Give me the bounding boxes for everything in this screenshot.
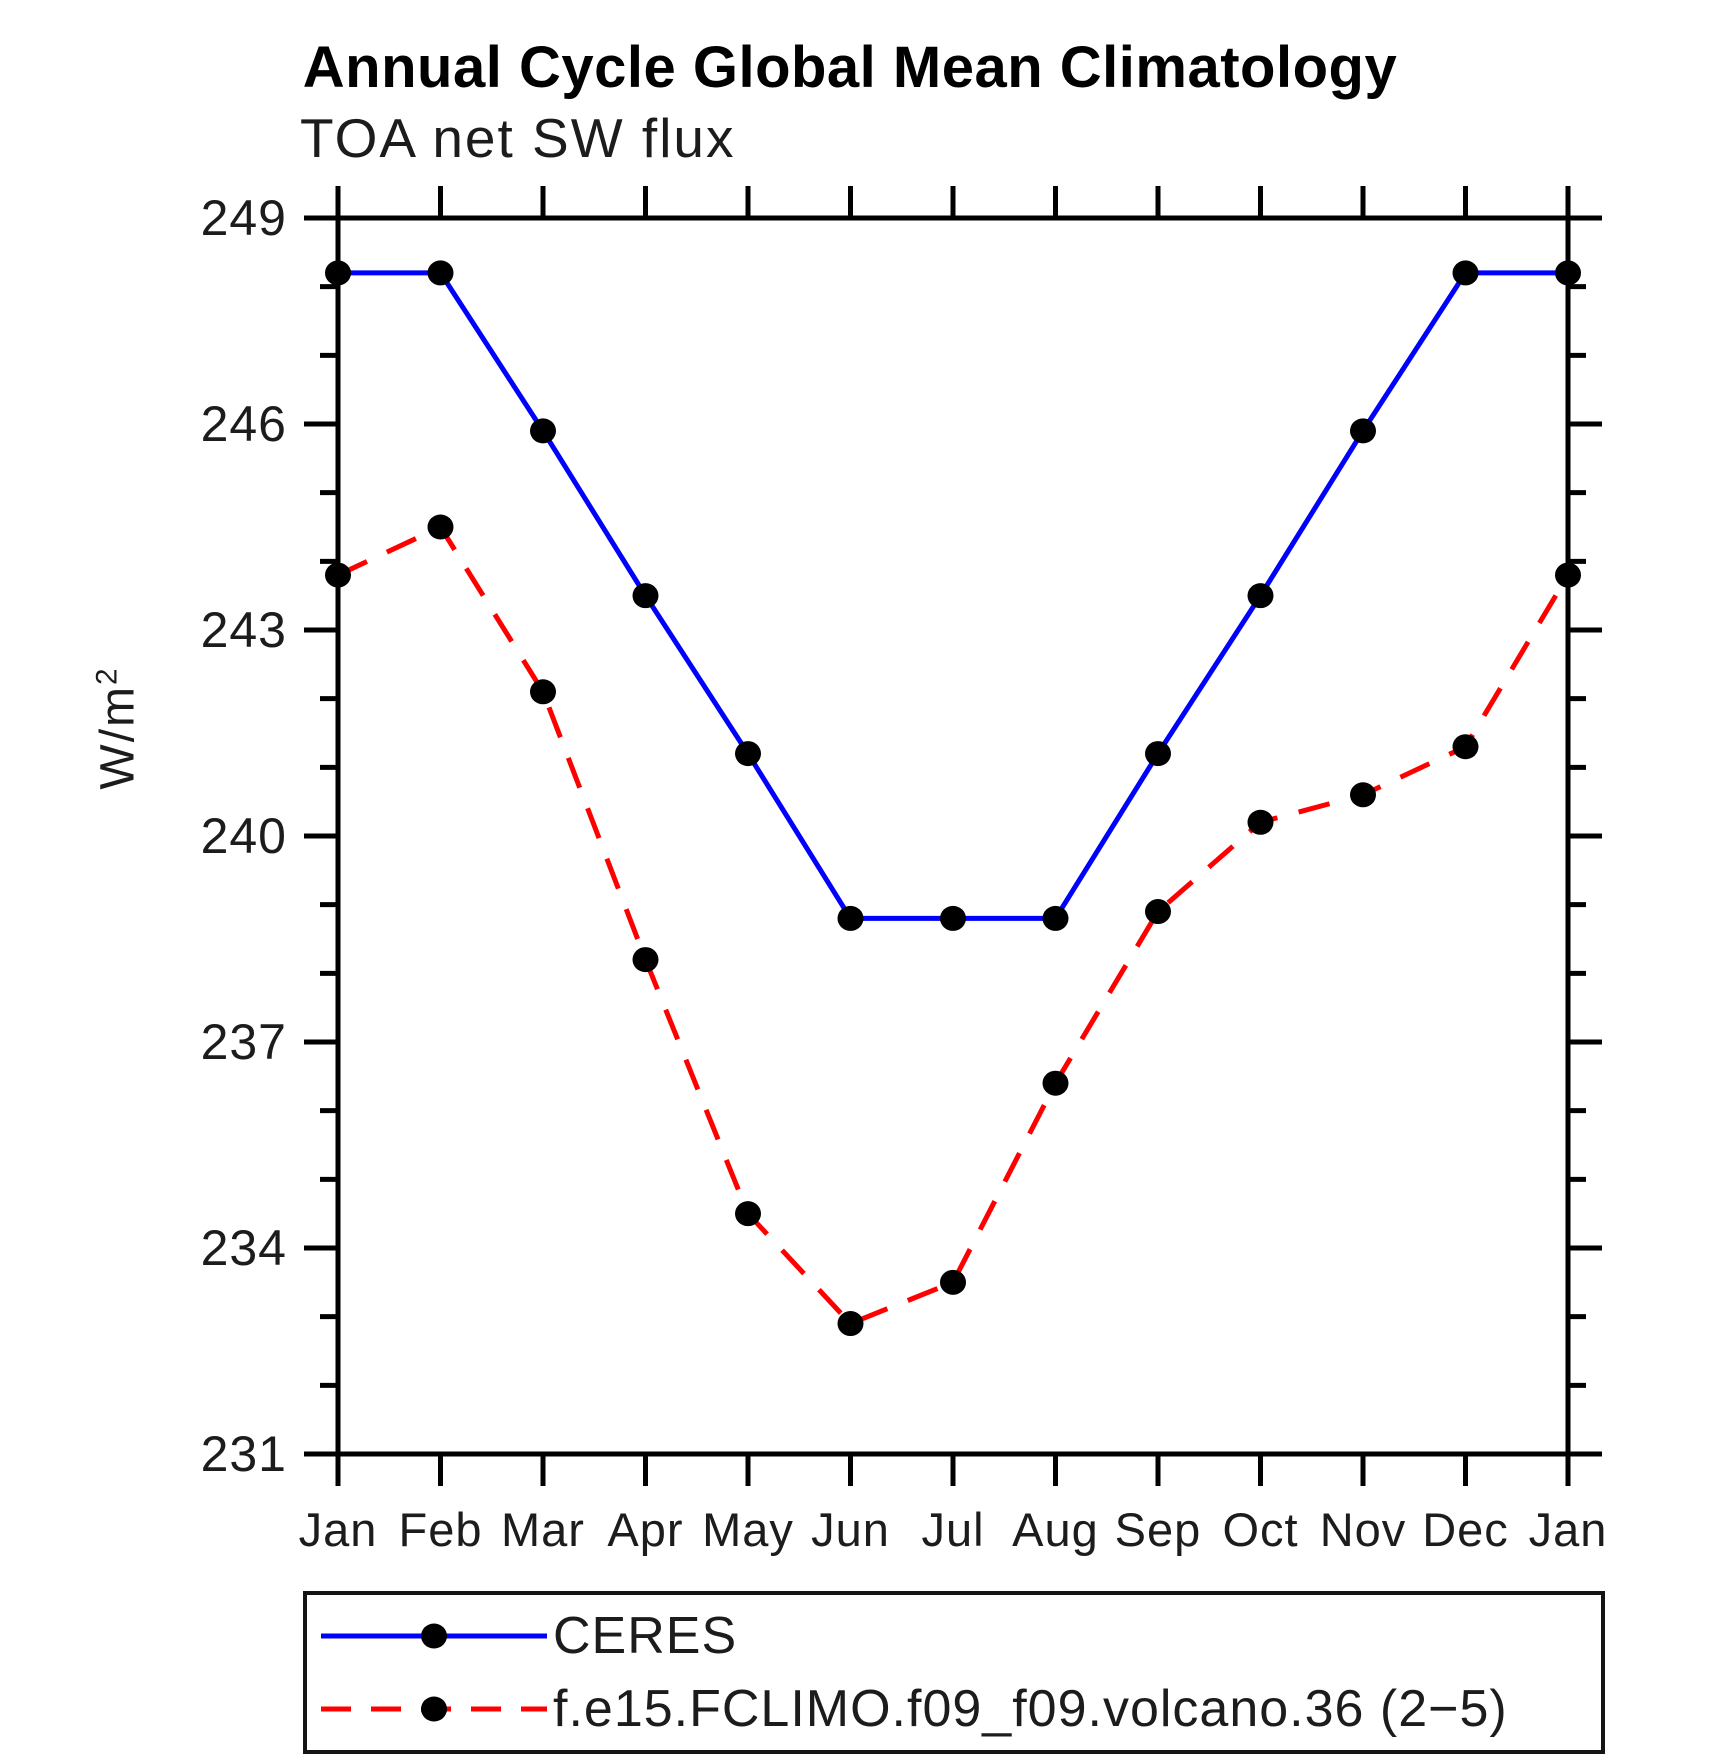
legend-label-model: f.e15.FCLIMO.f09_f09.volcano.36 (2−5) bbox=[553, 1679, 1508, 1738]
data-point-marker bbox=[1247, 809, 1274, 835]
x-tick-label: Sep bbox=[1115, 1503, 1202, 1556]
legend-item-model: f.e15.FCLIMO.f09_f09.volcano.36 (2−5) bbox=[319, 1678, 1601, 1740]
legend-item-ceres: CERES bbox=[319, 1605, 1601, 1667]
data-point-marker bbox=[530, 679, 556, 705]
data-point-marker bbox=[1145, 899, 1171, 925]
data-point-marker bbox=[1350, 418, 1376, 444]
chart-subtitle: TOA net SW flux bbox=[300, 107, 736, 169]
y-tick-label: 240 bbox=[201, 808, 287, 864]
y-tick-label: 234 bbox=[201, 1220, 287, 1276]
data-point-marker bbox=[632, 947, 659, 973]
y-tick-label: 246 bbox=[201, 396, 287, 452]
x-tick-label: Feb bbox=[399, 1503, 483, 1556]
x-tick-label: Aug bbox=[1012, 1503, 1099, 1556]
data-point-marker bbox=[325, 562, 351, 588]
chart-title: Annual Cycle Global Mean Climatology bbox=[302, 35, 1398, 100]
legend-dashed-line-swatch bbox=[321, 1696, 547, 1722]
data-point-marker bbox=[427, 514, 454, 540]
series-line-solid bbox=[338, 270, 1568, 921]
data-point-marker bbox=[1042, 1070, 1069, 1096]
data-point-marker bbox=[530, 418, 556, 444]
x-tick-label: May bbox=[702, 1503, 794, 1556]
data-point-marker bbox=[325, 260, 351, 286]
data-point-marker bbox=[837, 905, 864, 931]
data-point-marker bbox=[427, 260, 454, 286]
legend-marker-dot bbox=[421, 1623, 447, 1649]
legend-solid-line-swatch bbox=[321, 1623, 547, 1649]
data-point-marker bbox=[1042, 905, 1069, 931]
data-point-marker bbox=[1555, 260, 1581, 286]
legend-box: CERES f.e15.FCLIMO.f09_f09.volcano.36 (2… bbox=[303, 1591, 1605, 1754]
data-point-marker bbox=[837, 1311, 864, 1337]
data-point-marker bbox=[1350, 782, 1376, 808]
data-point-marker bbox=[1247, 583, 1274, 609]
data-point-marker bbox=[1145, 741, 1171, 767]
data-point-marker bbox=[735, 1201, 761, 1227]
data-point-marker bbox=[632, 583, 659, 609]
data-point-marker bbox=[1452, 260, 1479, 286]
x-tick-label: Oct bbox=[1222, 1503, 1298, 1556]
y-tick-label: 231 bbox=[201, 1426, 287, 1482]
x-tick-label: Nov bbox=[1320, 1503, 1407, 1556]
x-tick-label: Apr bbox=[607, 1503, 683, 1556]
data-point-marker bbox=[735, 741, 761, 767]
data-point-marker bbox=[940, 905, 966, 931]
x-tick-label: Jan bbox=[1529, 1503, 1608, 1556]
x-tick-label: Jun bbox=[811, 1503, 890, 1556]
legend-label-ceres: CERES bbox=[553, 1607, 738, 1666]
legend-marker-dot bbox=[421, 1696, 447, 1722]
x-tick-label: Jul bbox=[921, 1503, 984, 1556]
y-tick-label: 237 bbox=[201, 1014, 287, 1070]
x-tick-label: Dec bbox=[1422, 1503, 1509, 1556]
x-tick-label: Jan bbox=[299, 1503, 378, 1556]
x-tick-label: Mar bbox=[501, 1503, 585, 1556]
data-point-marker bbox=[1452, 734, 1479, 760]
y-tick-label: 249 bbox=[201, 190, 287, 246]
data-point-marker bbox=[940, 1269, 966, 1295]
y-tick-label: 243 bbox=[201, 602, 287, 658]
data-point-marker bbox=[1555, 562, 1581, 588]
